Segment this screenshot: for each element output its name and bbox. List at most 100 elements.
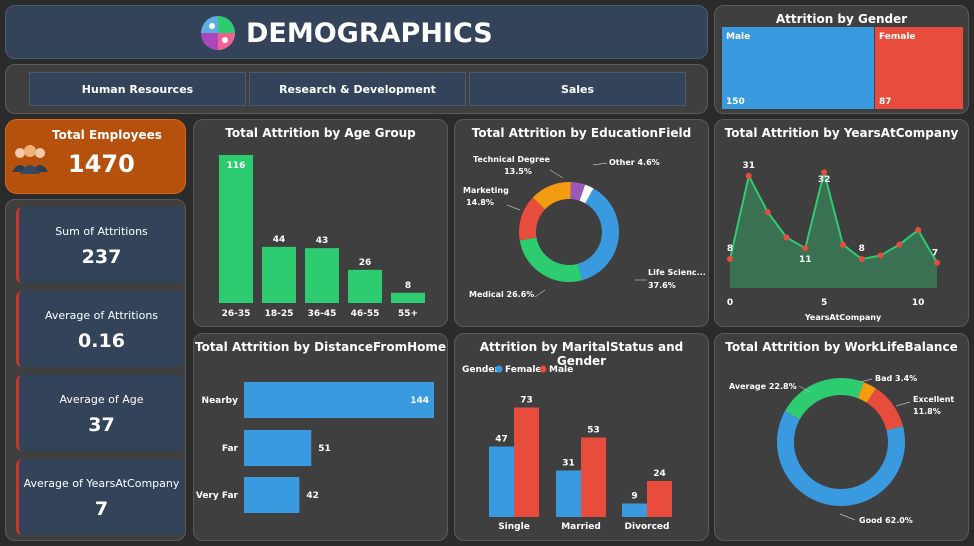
age-bar[interactable] bbox=[348, 269, 382, 303]
education-slice[interactable] bbox=[570, 182, 586, 201]
years-point[interactable] bbox=[839, 241, 846, 248]
distance-chart-panel: Total Attrition by DistanceFromHome Near… bbox=[193, 333, 448, 541]
leader-line bbox=[506, 204, 521, 211]
distance-bar-value: 144 bbox=[410, 396, 429, 406]
tab-human-resources[interactable]: Human Resources bbox=[29, 72, 246, 106]
years-area bbox=[730, 172, 937, 288]
total-employees-value: 1470 bbox=[68, 150, 135, 178]
education-slice[interactable] bbox=[519, 237, 583, 282]
years-point[interactable] bbox=[858, 256, 865, 263]
header-panel: DEMOGRAPHICS bbox=[5, 5, 708, 59]
tab-sales[interactable]: Sales bbox=[469, 72, 686, 106]
marital-bar[interactable] bbox=[514, 407, 539, 518]
marital-status-bar-chart: Gender Female Male 47 73 Single 31 53 Married 9 24… bbox=[462, 365, 672, 532]
distance-bar[interactable] bbox=[244, 477, 300, 513]
age-tick-label: 55+ bbox=[398, 309, 418, 319]
work-life-slice-label: Bad 3.4% bbox=[875, 374, 917, 383]
marital-bar[interactable] bbox=[556, 470, 581, 518]
years-point-label: 11 bbox=[799, 255, 812, 265]
education-slice[interactable] bbox=[532, 182, 571, 210]
education-slice-label: Marketing bbox=[463, 186, 509, 195]
leader-line bbox=[549, 169, 564, 179]
age-bar-value: 43 bbox=[316, 236, 329, 246]
kpi-label: Average of Attritions bbox=[44, 309, 159, 322]
leader-line bbox=[839, 513, 856, 521]
marital-bar-value: 24 bbox=[653, 469, 666, 479]
distance-bar[interactable] bbox=[244, 382, 434, 418]
treemap-female[interactable]: Female 87 bbox=[875, 27, 963, 109]
age-bar[interactable] bbox=[391, 292, 425, 303]
marital-bar[interactable] bbox=[489, 446, 514, 518]
age-bar[interactable] bbox=[219, 155, 253, 303]
treemap-male[interactable]: Male 150 bbox=[722, 27, 874, 109]
education-field-donut-chart: Life Scienc... 37.6% Medical 26.6% Marketin… bbox=[463, 155, 706, 299]
years-point[interactable] bbox=[934, 259, 940, 266]
marital-bar-value: 9 bbox=[631, 492, 637, 502]
work-life-slice[interactable] bbox=[784, 378, 864, 420]
education-slice[interactable] bbox=[577, 188, 619, 281]
leader-line bbox=[592, 162, 608, 166]
distance-category-label: Far bbox=[222, 444, 239, 454]
years-point[interactable] bbox=[783, 234, 790, 241]
tab-research-development[interactable]: Research & Development bbox=[249, 72, 466, 106]
age-bar[interactable] bbox=[305, 248, 339, 303]
kpi-sum-attritions: Sum of Attritions 237 bbox=[16, 207, 184, 283]
chart-title: Total Attrition by Age Group bbox=[225, 126, 416, 140]
education-slice-label: Technical Degree bbox=[473, 155, 551, 164]
work-life-slice-label: Average 22.8% bbox=[729, 382, 797, 391]
attrition-by-gender-title: Attrition by Gender bbox=[775, 12, 908, 26]
years-point[interactable] bbox=[915, 227, 922, 234]
education-slice-label: Medical 26.6% bbox=[469, 290, 534, 299]
marital-tick-label: Divorced bbox=[625, 522, 670, 532]
marital-bar-value: 31 bbox=[562, 459, 575, 469]
years-tick-label: 0 bbox=[727, 298, 733, 308]
age-group-bar-chart: 116 26-35 44 18-25 43 36-45 26 46-55 8 55+ bbox=[219, 155, 425, 319]
marital-bar-value: 47 bbox=[495, 435, 508, 445]
marital-bar[interactable] bbox=[581, 437, 606, 518]
demographics-logo-icon bbox=[201, 16, 235, 50]
years-point[interactable] bbox=[821, 169, 828, 176]
distance-bar[interactable] bbox=[244, 430, 312, 466]
total-employees-card: Total Employees 1470 bbox=[5, 119, 186, 194]
work-life-balance-chart-panel: Total Attrition by WorkLifeBalance Good … bbox=[714, 333, 969, 541]
years-at-company-chart-panel: Total Attrition by YearsAtCompany 8 31 11 3… bbox=[714, 119, 969, 327]
work-life-slice[interactable] bbox=[866, 388, 903, 431]
marital-bar[interactable] bbox=[647, 481, 672, 517]
years-at-company-area-chart: 8 31 11 32 8 7 0 5 10 YearsAtCompany bbox=[727, 161, 940, 322]
years-point-label: 8 bbox=[727, 244, 733, 254]
legend-marker bbox=[539, 365, 547, 373]
work-life-slice-pct: 11.8% bbox=[913, 407, 941, 416]
work-life-slice-label: Excellent bbox=[913, 395, 954, 404]
treemap-female-value: 87 bbox=[879, 97, 892, 107]
years-point[interactable] bbox=[745, 172, 752, 179]
marital-bar[interactable] bbox=[622, 503, 647, 518]
education-slice[interactable] bbox=[519, 197, 546, 241]
work-life-slice-label: Good 62.0% bbox=[859, 516, 913, 525]
leader-line bbox=[859, 378, 873, 383]
education-slice[interactable] bbox=[579, 184, 594, 204]
years-point[interactable] bbox=[802, 245, 809, 252]
legend-marker bbox=[495, 365, 503, 373]
work-life-slice[interactable] bbox=[777, 411, 905, 506]
education-field-chart-panel: Total Attrition by EducationField Life S… bbox=[454, 119, 709, 327]
legend-title: Gender bbox=[462, 365, 499, 375]
total-employees-label: Total Employees bbox=[52, 128, 162, 142]
years-point[interactable] bbox=[896, 241, 903, 248]
kpi-value: 0.16 bbox=[78, 330, 125, 352]
treemap-male-label: Male bbox=[726, 32, 751, 42]
age-bar-value: 26 bbox=[359, 258, 372, 268]
kpi-value: 7 bbox=[94, 498, 109, 520]
years-point[interactable] bbox=[764, 209, 771, 216]
age-bar[interactable] bbox=[262, 246, 296, 303]
years-tick-label: 5 bbox=[821, 298, 827, 308]
years-point[interactable] bbox=[727, 256, 733, 263]
distance-bar-value: 42 bbox=[306, 491, 319, 501]
kpi-average-years-at-company: Average of YearsAtCompany 7 bbox=[16, 459, 184, 535]
years-tick-label: 10 bbox=[912, 298, 925, 308]
years-point[interactable] bbox=[877, 252, 884, 259]
kpi-label: Average of YearsAtCompany bbox=[23, 477, 180, 490]
page-title: DEMOGRAPHICS bbox=[246, 18, 493, 49]
age-tick-label: 26-35 bbox=[222, 309, 251, 319]
work-life-slice[interactable] bbox=[857, 382, 876, 403]
distance-category-label: Very Far bbox=[196, 491, 239, 501]
